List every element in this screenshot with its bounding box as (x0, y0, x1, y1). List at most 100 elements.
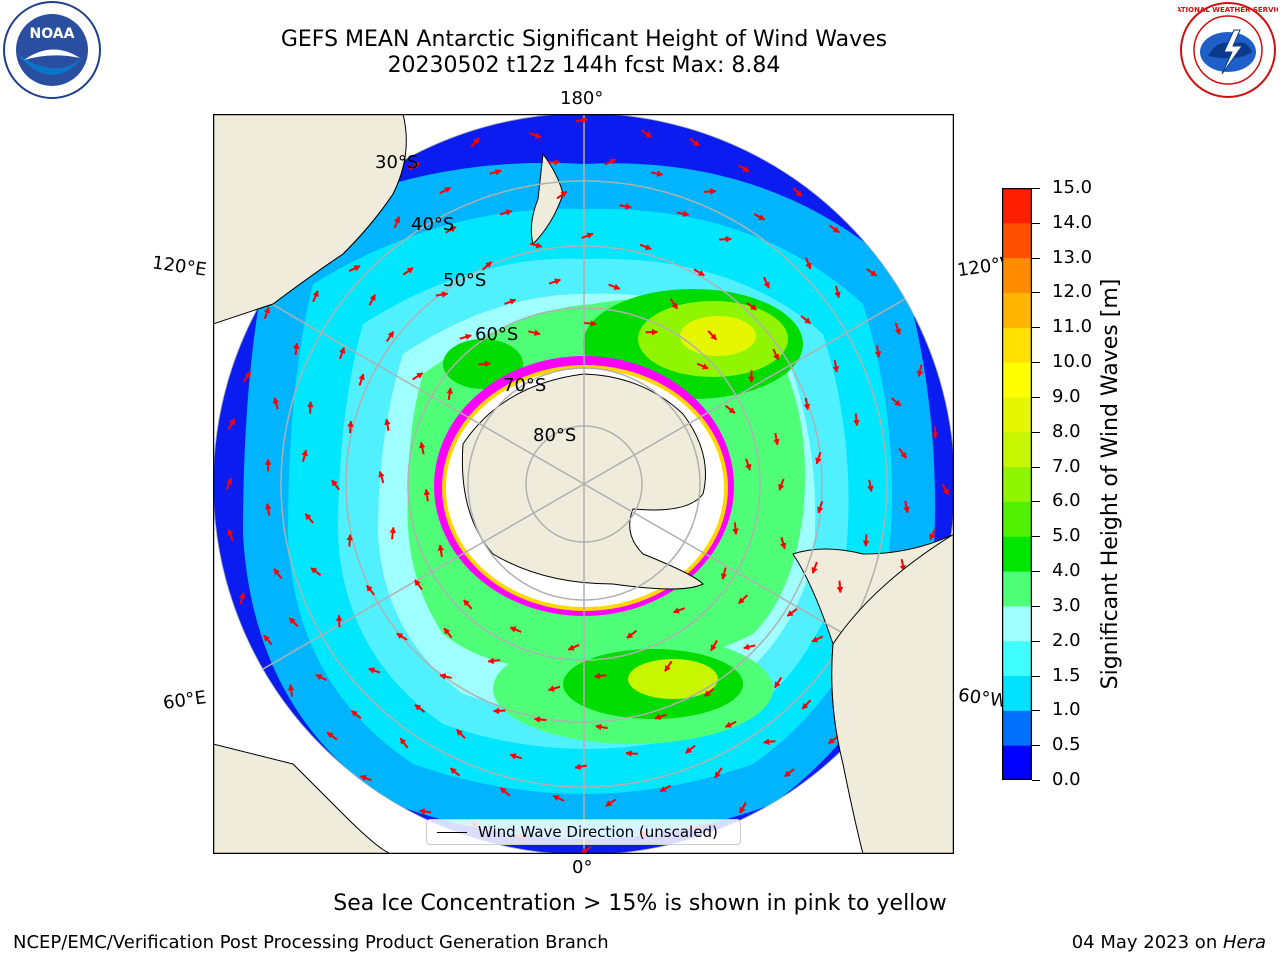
footer-host: Hera (1222, 932, 1266, 953)
wave-direction-arrowhead (264, 458, 272, 465)
colorbar-tick-mark (1032, 188, 1040, 189)
wave-direction-arrowhead (942, 488, 949, 496)
wave-direction-arrowhead (456, 729, 463, 736)
colorbar-swatch (1002, 571, 1032, 607)
wave-direction-arrowhead (505, 209, 513, 216)
wave-direction-arrowhead (358, 373, 365, 381)
colorbar-tick-mark (1032, 675, 1040, 677)
wave-direction-arrowhead (534, 132, 542, 139)
wave-direction-arrowhead (862, 540, 870, 547)
colorbar-tick-mark (1032, 431, 1040, 433)
wave-direction-arrowhead (444, 187, 452, 194)
colorbar-tick-mark (1032, 745, 1040, 747)
wave-direction-arrowhead (335, 614, 343, 621)
colorbar-tick-label: 9.0 (1052, 385, 1081, 407)
wave-direction-arrowhead (758, 214, 766, 220)
wave-direction-arrowhead (773, 438, 780, 446)
colorbar-tick-label: 1.0 (1052, 699, 1081, 721)
colorbar-swatch (1002, 710, 1032, 746)
legend-label: Wind Wave Direction (unscaled) (478, 823, 718, 841)
wave-direction-arrowhead (929, 533, 936, 541)
wave-direction-arrowhead (803, 403, 811, 411)
lon-label-0: 0° (572, 857, 593, 878)
colorbar-tick-label: 4.0 (1052, 560, 1081, 582)
wave-direction-arrowhead (593, 672, 601, 680)
map-subtitle: 20230502 t12z 144h fcst Max: 8.84 (387, 53, 781, 78)
wave-direction-arrowhead (774, 681, 781, 689)
wave-direction-arrowhead (413, 162, 421, 169)
wave-direction-arrowhead (244, 371, 251, 379)
wave-direction-arrowhead (414, 704, 422, 711)
colorbar-swatch (1002, 257, 1032, 293)
wave-direction-arrowhead (811, 566, 818, 574)
wave-direction-arrowhead (815, 457, 822, 465)
wave-direction-arrowhead (811, 636, 819, 643)
wave-direction-arrowhead (745, 463, 752, 471)
wave-direction-arrowhead (772, 353, 779, 361)
wave-direction-arrowhead (326, 732, 334, 739)
wave-direction-arrowhead (659, 785, 667, 792)
wave-direction-arrowhead (697, 269, 705, 276)
wave-direction-arrowhead (484, 360, 491, 368)
wave-direction-arrowhead (509, 298, 517, 305)
wave-direction-arrowhead (867, 485, 874, 493)
wave-direction-arrowhead (346, 534, 354, 541)
wave-direction-arrowhead (567, 644, 575, 651)
colorbar-swatch (1002, 362, 1032, 398)
wave-direction-arrowhead (894, 399, 902, 407)
wave-direction-arrowhead (894, 328, 901, 335)
wave-direction-arrowhead (625, 203, 632, 210)
wave-direction-arrowhead (487, 657, 495, 665)
colorbar-tick-mark (1032, 257, 1040, 259)
new-zealand-land (530, 152, 564, 245)
wave-direction-arrowhead (509, 753, 517, 760)
wave-direction-arrowhead (495, 168, 502, 176)
wave-direction-arrowhead (359, 774, 367, 782)
wave-direction-arrowhead (725, 235, 732, 243)
wave-direction-arrowhead (315, 674, 323, 681)
wave-direction-arrowhead (590, 320, 597, 327)
wave-direction-arrowhead (351, 710, 358, 717)
lon-label-60e: 60°E (161, 687, 208, 714)
wave-direction-arrowhead (870, 270, 877, 277)
wave-direction-arrowhead (836, 586, 844, 594)
wave-direction-arrowhead (795, 190, 803, 197)
wave-direction-arrowhead (492, 707, 500, 715)
colorbar-tick-label: 5.0 (1052, 525, 1081, 547)
wave-direction-arrowhead (485, 261, 492, 269)
wave-direction-arrowhead (828, 737, 835, 744)
wave-direction-arrowhead (728, 407, 736, 414)
wave-direction-arrowhead (743, 643, 750, 651)
wave-direction-arrowhead (533, 329, 541, 337)
lat-label-40s: 40°S (411, 214, 454, 235)
footer-date: 04 May 2023 on Hera (1072, 932, 1266, 953)
wave-direction-arrowhead (742, 165, 750, 172)
wave-direction-arrowhead (312, 290, 319, 298)
wave-direction-arrowhead (310, 567, 318, 574)
wave-direction-arrowhead (554, 158, 561, 166)
wave-direction-arrowhead (331, 479, 338, 487)
noaa-logo-text: NOAA (30, 26, 75, 42)
footer-date-text: 04 May 2023 on (1071, 932, 1223, 953)
wave-direction-arrowhead (710, 333, 717, 341)
wave-direction-arrowhead (626, 632, 634, 639)
wave-direction-arrowhead (672, 607, 680, 614)
wave-direction-arrowhead (287, 684, 295, 691)
colorbar-swatch (1002, 396, 1032, 433)
colorbar-tick-mark (1032, 536, 1040, 538)
wave-direction-arrowhead (305, 513, 312, 521)
wave-direction-arrowhead (645, 131, 652, 138)
wave-direction-arrowhead (900, 451, 907, 459)
wave-direction-arrowhead (418, 808, 426, 815)
colorbar-tick-mark (1032, 605, 1040, 607)
footer-credit: NCEP/EMC/Verification Post Processing Pr… (13, 932, 609, 953)
wave-direction-arrowhead (419, 441, 426, 449)
wave-direction-arrowhead (903, 506, 910, 514)
colorbar-tick-mark (1032, 501, 1040, 503)
wave-direction-arrowhead (441, 291, 449, 298)
wave-direction-arrowhead (378, 470, 385, 478)
wave-direction-arrowhead (609, 158, 617, 165)
colorbar-tick-label: 2.0 (1052, 629, 1081, 651)
wave-direction-arrowhead (423, 488, 431, 496)
wave-direction-arrowhead (228, 418, 235, 426)
